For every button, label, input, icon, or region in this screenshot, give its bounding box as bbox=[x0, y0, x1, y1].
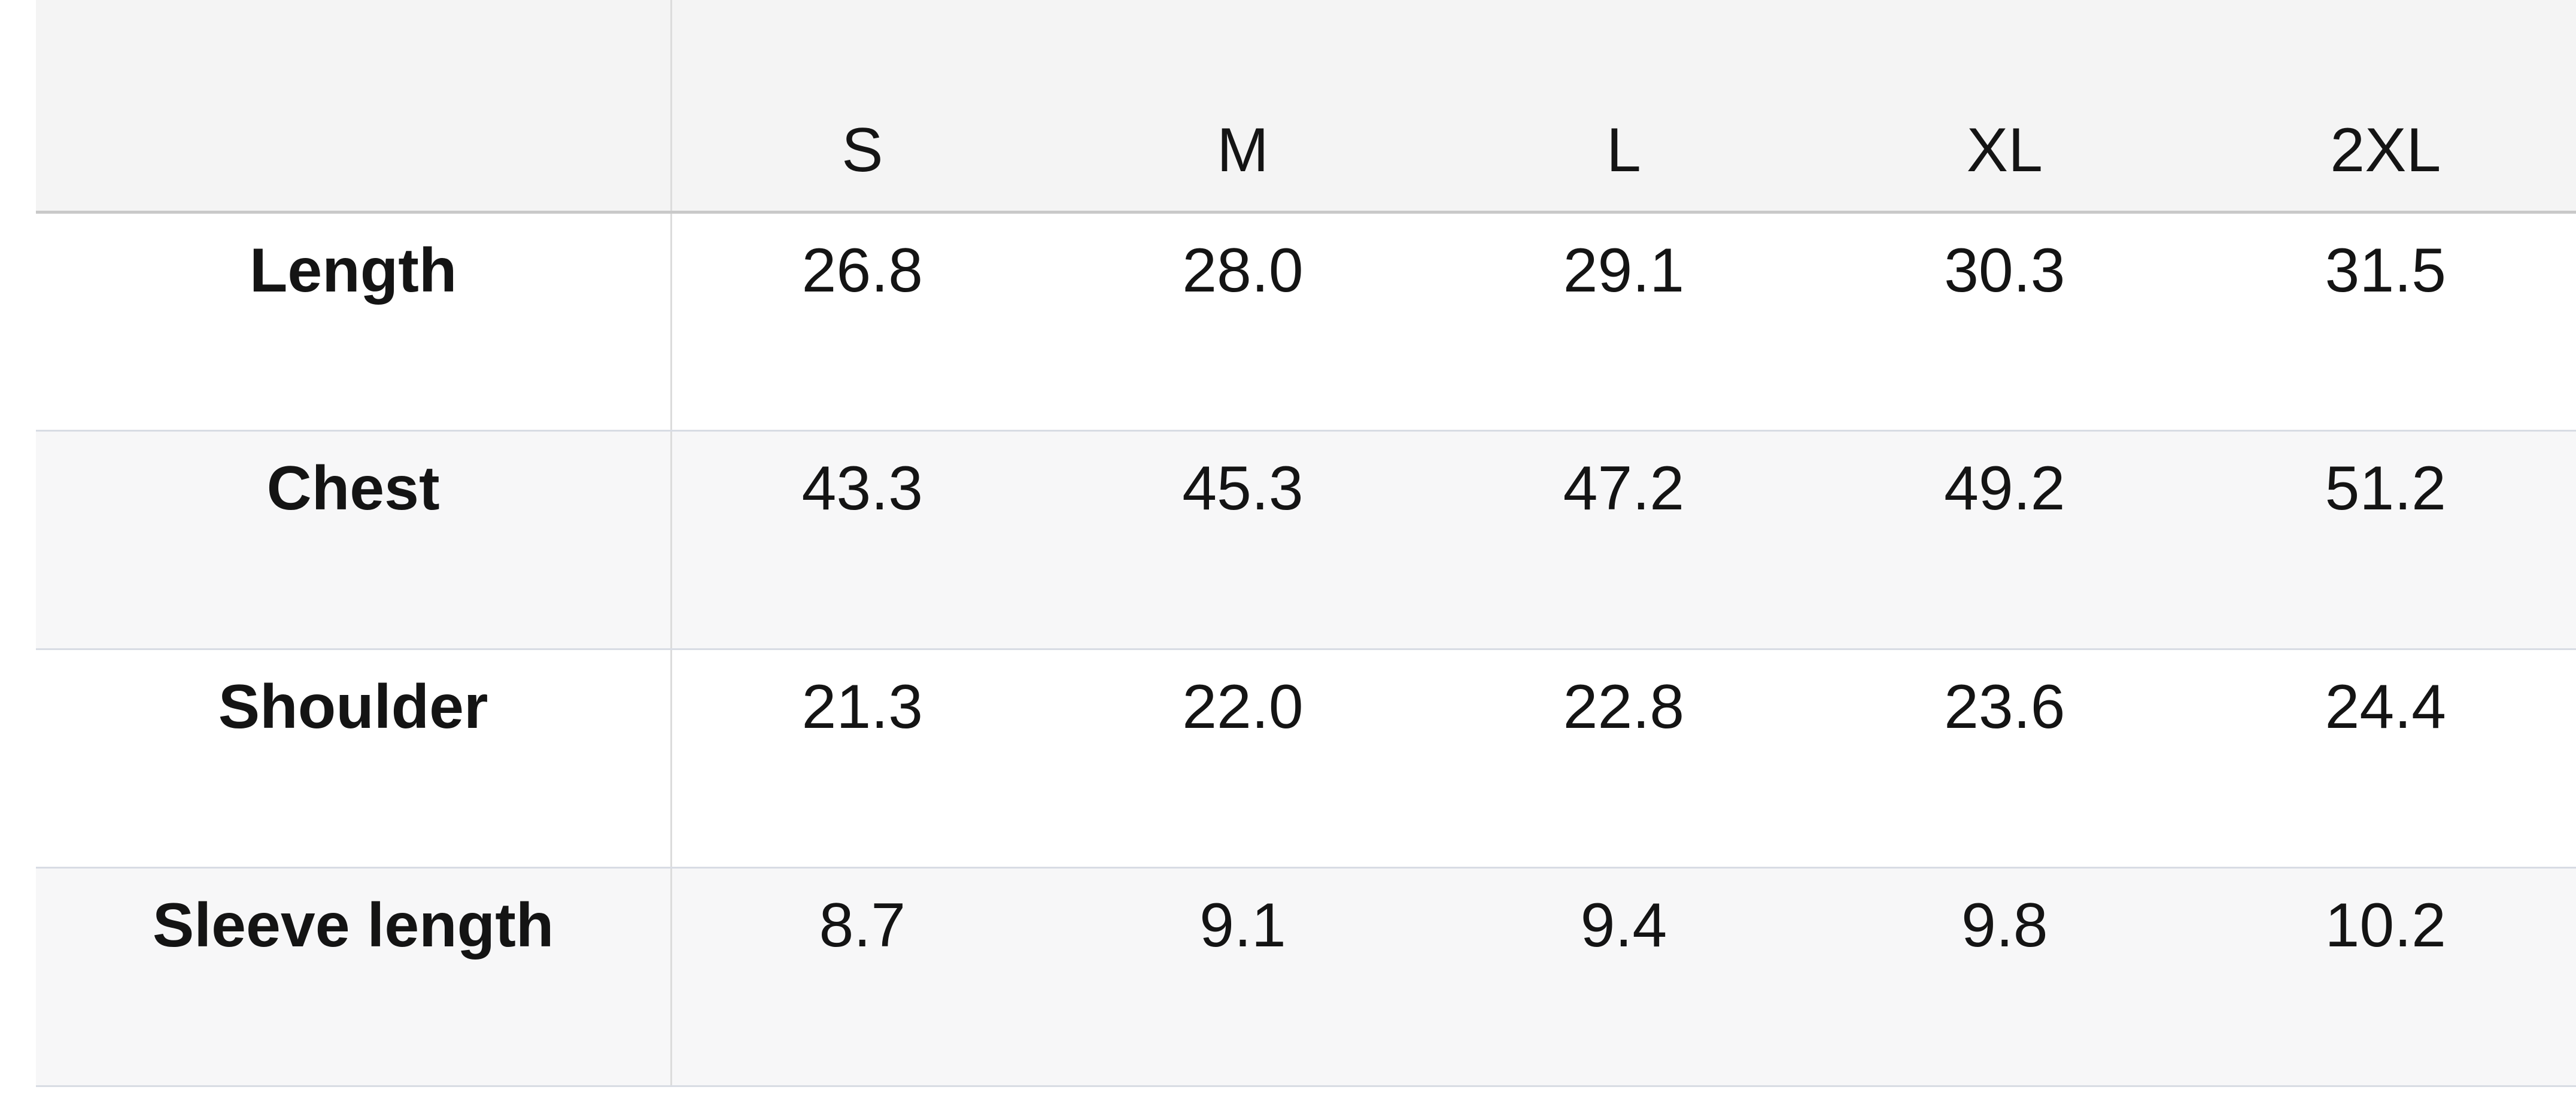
measure-row: Shoulder 21.3 22.0 22.8 23.6 24.4 bbox=[36, 649, 2576, 869]
size-header: 2XL bbox=[2195, 0, 2576, 214]
measure-value: 21.3 bbox=[671, 649, 1053, 869]
size-header: XL bbox=[1814, 0, 2195, 214]
header-row: S M L XL 2XL bbox=[36, 0, 2576, 214]
measure-value: 49.2 bbox=[1814, 430, 2195, 650]
measure-value: 9.4 bbox=[1433, 867, 1815, 1087]
measure-value: 47.2 bbox=[1433, 430, 1815, 650]
row-label: Length bbox=[36, 212, 673, 432]
measure-row: Chest 43.3 45.3 47.2 49.2 51.2 bbox=[36, 430, 2576, 650]
measure-value: 9.1 bbox=[1052, 867, 1433, 1087]
measure-value: 9.8 bbox=[1814, 867, 2195, 1087]
measure-value: 31.5 bbox=[2195, 212, 2576, 432]
corner-cell bbox=[36, 0, 673, 214]
row-label: Chest bbox=[36, 430, 673, 650]
measure-value: 22.0 bbox=[1052, 649, 1433, 869]
measure-value: 24.4 bbox=[2195, 649, 2576, 869]
row-label: Shoulder bbox=[36, 649, 673, 869]
measure-value: 26.8 bbox=[671, 212, 1053, 432]
measure-value: 23.6 bbox=[1814, 649, 2195, 869]
table-body: Length 26.8 28.0 29.1 30.3 31.5 Chest 43.3 45.3 4… bbox=[36, 212, 2576, 1087]
measure-value: 51.2 bbox=[2195, 430, 2576, 650]
size-header: L bbox=[1433, 0, 1815, 214]
measure-value: 8.7 bbox=[671, 867, 1053, 1087]
measure-row: Sleeve length 8.7 9.1 9.4 9.8 10.2 bbox=[36, 867, 2576, 1087]
measure-row: Length 26.8 28.0 29.1 30.3 31.5 bbox=[36, 212, 2576, 432]
measure-value: 45.3 bbox=[1052, 430, 1433, 650]
size-table: S M L XL 2XL Length 26.8 28.0 29.1 30.3 31.5 Chest… bbox=[36, 0, 2576, 1087]
row-label: Sleeve length bbox=[36, 867, 673, 1087]
measure-value: 43.3 bbox=[671, 430, 1053, 650]
measure-value: 29.1 bbox=[1433, 212, 1815, 432]
measure-value: 10.2 bbox=[2195, 867, 2576, 1087]
size-header: S bbox=[671, 0, 1053, 214]
measure-value: 30.3 bbox=[1814, 212, 2195, 432]
table-header: S M L XL 2XL bbox=[36, 0, 2576, 214]
measure-value: 22.8 bbox=[1433, 649, 1815, 869]
size-header: M bbox=[1052, 0, 1433, 214]
measure-value: 28.0 bbox=[1052, 212, 1433, 432]
